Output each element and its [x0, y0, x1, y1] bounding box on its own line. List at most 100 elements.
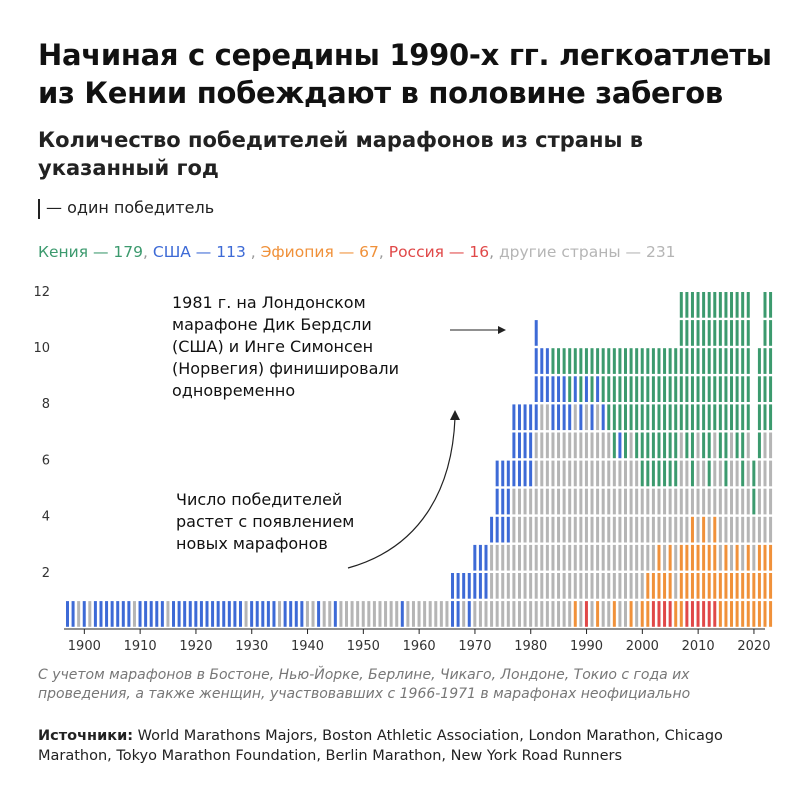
bar-segment [584, 376, 588, 402]
bar-segment [746, 544, 750, 571]
bar-segment [741, 404, 745, 431]
bar-segment [534, 573, 538, 599]
bar-segment [517, 460, 521, 487]
bar-segment [607, 404, 611, 431]
bar-segment [757, 460, 761, 487]
bar-segment [752, 460, 756, 487]
bar-segment [679, 544, 683, 571]
bar-segment [612, 404, 616, 431]
bar-segment [467, 573, 471, 599]
bar-segment [568, 516, 572, 543]
bar-segment [685, 292, 689, 318]
bar-segment [596, 432, 600, 459]
bar-segment [629, 348, 633, 374]
bar-segment [596, 516, 600, 543]
bar-segment [702, 348, 706, 374]
bar-segment [741, 376, 745, 402]
bar-segment [93, 601, 97, 627]
bar-segment [646, 348, 650, 374]
bar-segment [646, 573, 650, 599]
bar-segment [596, 376, 600, 402]
bar-segment [579, 516, 583, 543]
bar-segment [568, 573, 572, 599]
bar-segment [713, 544, 717, 571]
bar-segment [646, 404, 650, 431]
bar-segment [562, 376, 566, 402]
bar-segment [757, 488, 761, 515]
bar-segment [640, 348, 644, 374]
bar-segment [283, 601, 287, 627]
bar-segment [66, 601, 69, 627]
bar-segment [679, 320, 683, 346]
bar-segment [651, 544, 655, 571]
bar-segment [651, 516, 655, 543]
bar-segment [663, 601, 667, 627]
bar-segment [517, 544, 521, 571]
bar-segment [696, 404, 700, 431]
bar-segment [735, 601, 739, 627]
bar-segment [534, 544, 538, 571]
bar-segment [121, 601, 125, 627]
bar-segment [506, 516, 510, 543]
bar-segment [724, 573, 728, 599]
bar-segment [724, 292, 728, 318]
bar-segment [495, 601, 499, 627]
bar-segment [663, 376, 667, 402]
bar-segment [690, 376, 694, 402]
bar-segment [579, 404, 583, 431]
bar-segment [718, 320, 722, 346]
bar-segment [607, 601, 611, 627]
bar-segment [596, 348, 600, 374]
bar-segment [551, 601, 555, 627]
bar-segment [657, 544, 661, 571]
bar-segment [640, 376, 644, 402]
bar-segment [718, 488, 722, 515]
bar-segment [713, 404, 717, 431]
bar-segment [635, 460, 639, 487]
bar-segment [545, 376, 549, 402]
bar-segment [757, 544, 761, 571]
bar-segment [534, 432, 538, 459]
bar-segment [562, 348, 566, 374]
bar-segment [769, 573, 773, 599]
bar-segment [663, 432, 667, 459]
bar-segment [702, 573, 706, 599]
bar-segment [718, 544, 722, 571]
bar-segment [685, 488, 689, 515]
bar-segment [651, 460, 655, 487]
bar-segment [757, 348, 761, 374]
bar-segment [573, 376, 577, 402]
bar-segment [651, 488, 655, 515]
bar-segment [685, 376, 689, 402]
bar-segment [696, 320, 700, 346]
bar-segment [456, 601, 460, 627]
bar-segment [724, 376, 728, 402]
bar-segment [568, 348, 572, 374]
bar-segment [735, 376, 739, 402]
bar-segment [529, 432, 533, 459]
bar-segment [99, 601, 103, 627]
bar-segment [635, 348, 639, 374]
bar-segment [255, 601, 259, 627]
bar-segment [183, 601, 187, 627]
bar-segment [557, 516, 561, 543]
bar-segment [663, 516, 667, 543]
legend-item: , [378, 243, 389, 261]
bar-segment [545, 516, 549, 543]
bar-segment [311, 601, 315, 627]
bar-segment [646, 544, 650, 571]
bar-segment [400, 601, 404, 627]
bar-segment [573, 544, 577, 571]
bar-segment [278, 601, 282, 627]
bar-segment [763, 348, 767, 374]
bar-segment [590, 601, 594, 627]
bar-segment [612, 601, 616, 627]
bar-segment [545, 460, 549, 487]
bar-segment [646, 488, 650, 515]
bar-segment [713, 320, 717, 346]
bar-segment [517, 516, 521, 543]
bar-segment [529, 404, 533, 431]
bar-segment [523, 601, 527, 627]
bar-segment [584, 516, 588, 543]
bar-segment [718, 516, 722, 543]
